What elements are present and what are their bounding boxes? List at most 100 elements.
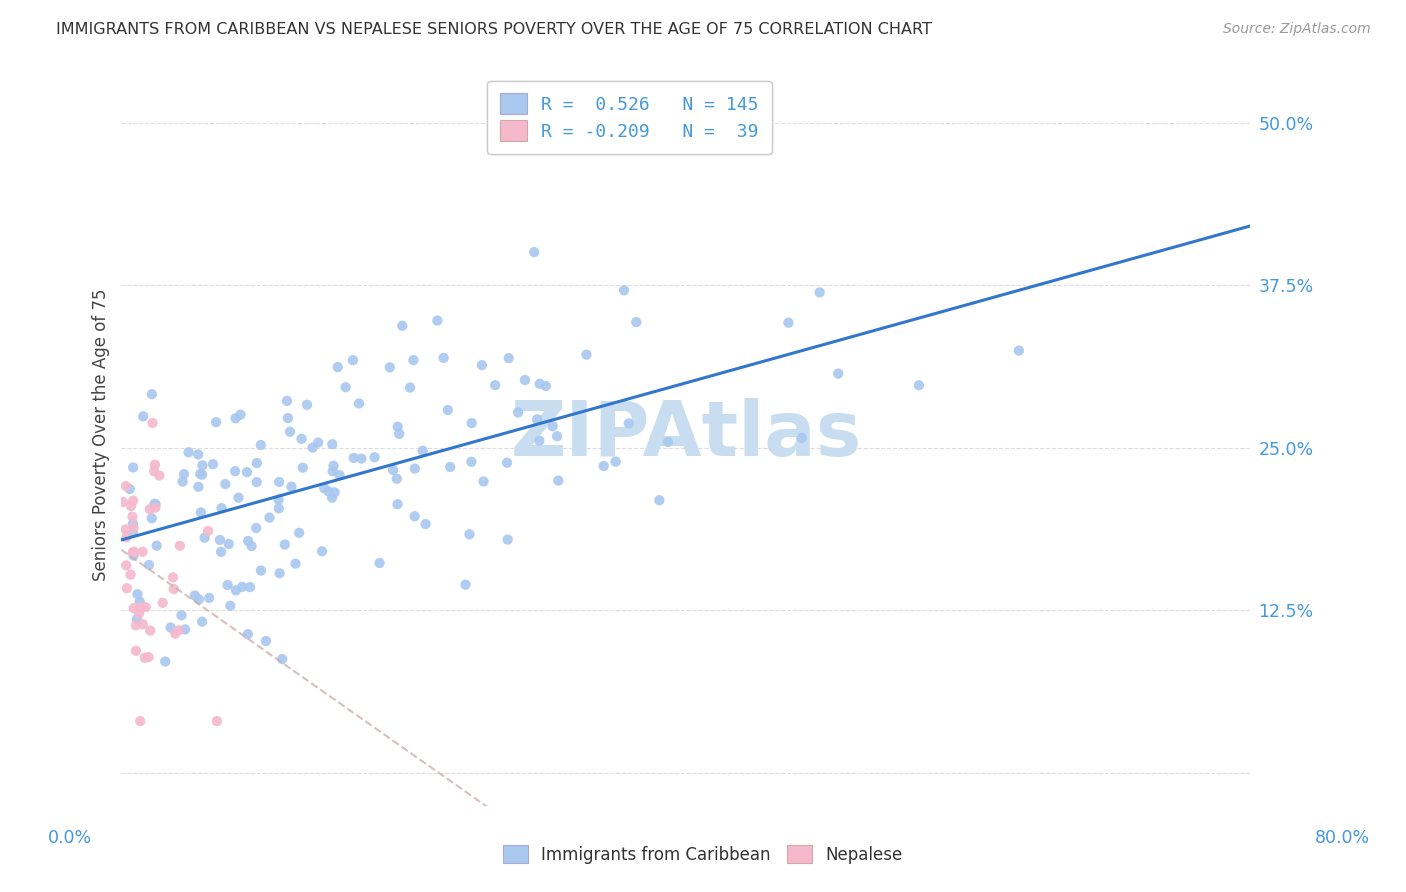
Point xyxy=(191,615,214,629)
Point xyxy=(170,608,193,623)
Point xyxy=(267,492,290,507)
Point xyxy=(122,516,145,531)
Point xyxy=(1008,343,1031,358)
Point xyxy=(827,367,849,381)
Text: IMMIGRANTS FROM CARIBBEAN VS NEPALESE SENIORS POVERTY OVER THE AGE OF 75 CORRELA: IMMIGRANTS FROM CARIBBEAN VS NEPALESE SE… xyxy=(56,22,932,37)
Point xyxy=(496,533,519,547)
Point xyxy=(139,502,162,516)
Point xyxy=(385,472,408,486)
Point xyxy=(326,360,349,375)
Point xyxy=(163,582,186,596)
Y-axis label: Seniors Poverty Over the Age of 75: Seniors Poverty Over the Age of 75 xyxy=(93,289,110,581)
Point xyxy=(214,477,236,491)
Point xyxy=(162,570,184,584)
Point xyxy=(437,403,460,417)
Point xyxy=(132,409,155,424)
Point xyxy=(218,537,240,551)
Point xyxy=(378,360,401,375)
Legend: Immigrants from Caribbean, Nepalese: Immigrants from Caribbean, Nepalese xyxy=(496,838,910,871)
Point xyxy=(205,714,228,728)
Point xyxy=(239,580,262,594)
Point xyxy=(433,351,456,365)
Point xyxy=(134,650,156,665)
Point xyxy=(217,578,239,592)
Point xyxy=(231,580,253,594)
Point xyxy=(122,544,145,558)
Point xyxy=(278,425,301,439)
Point xyxy=(335,380,357,394)
Point xyxy=(129,714,152,728)
Point xyxy=(412,443,434,458)
Point xyxy=(240,539,263,553)
Point xyxy=(228,491,250,505)
Point xyxy=(138,558,160,572)
Point xyxy=(229,408,252,422)
Point xyxy=(172,475,194,489)
Point xyxy=(382,463,405,477)
Point xyxy=(426,313,449,327)
Point xyxy=(167,624,190,638)
Point xyxy=(143,497,166,511)
Point xyxy=(534,379,557,393)
Point xyxy=(201,457,224,471)
Point xyxy=(173,467,195,482)
Point xyxy=(288,525,311,540)
Point xyxy=(592,458,614,473)
Point xyxy=(290,432,312,446)
Point xyxy=(250,564,273,578)
Point xyxy=(513,373,536,387)
Point xyxy=(225,583,247,598)
Point xyxy=(267,501,290,516)
Point xyxy=(387,497,409,511)
Point xyxy=(347,396,370,410)
Point xyxy=(404,509,426,524)
Point xyxy=(114,523,136,537)
Point xyxy=(152,596,174,610)
Point xyxy=(187,480,209,494)
Point xyxy=(187,592,209,607)
Point xyxy=(169,539,191,553)
Point xyxy=(613,284,636,298)
Point xyxy=(322,464,344,478)
Point xyxy=(211,501,233,516)
Point xyxy=(122,601,145,615)
Point xyxy=(314,481,336,495)
Point xyxy=(184,589,207,603)
Point xyxy=(121,509,143,524)
Point xyxy=(342,353,364,368)
Point xyxy=(323,485,346,500)
Point xyxy=(111,495,134,509)
Point xyxy=(541,419,564,434)
Point xyxy=(143,464,166,478)
Point xyxy=(208,533,231,547)
Point xyxy=(399,380,422,394)
Point xyxy=(174,623,197,637)
Point xyxy=(404,461,426,475)
Point xyxy=(626,315,648,329)
Point xyxy=(122,460,145,475)
Point xyxy=(190,505,212,519)
Point xyxy=(328,468,350,483)
Point xyxy=(246,475,269,489)
Point xyxy=(125,612,148,626)
Point xyxy=(498,351,520,366)
Point xyxy=(115,530,138,544)
Point xyxy=(138,650,160,665)
Point xyxy=(808,285,831,300)
Point xyxy=(225,411,247,425)
Point xyxy=(321,491,343,505)
Point xyxy=(460,416,482,430)
Point xyxy=(575,348,598,362)
Point xyxy=(301,441,323,455)
Point xyxy=(145,500,167,515)
Point xyxy=(131,545,153,559)
Point xyxy=(224,464,246,478)
Point xyxy=(277,411,299,425)
Point xyxy=(128,607,150,621)
Point xyxy=(132,617,155,632)
Point xyxy=(198,591,221,605)
Point xyxy=(295,398,318,412)
Point xyxy=(191,458,214,473)
Point xyxy=(188,467,211,481)
Point xyxy=(205,415,228,429)
